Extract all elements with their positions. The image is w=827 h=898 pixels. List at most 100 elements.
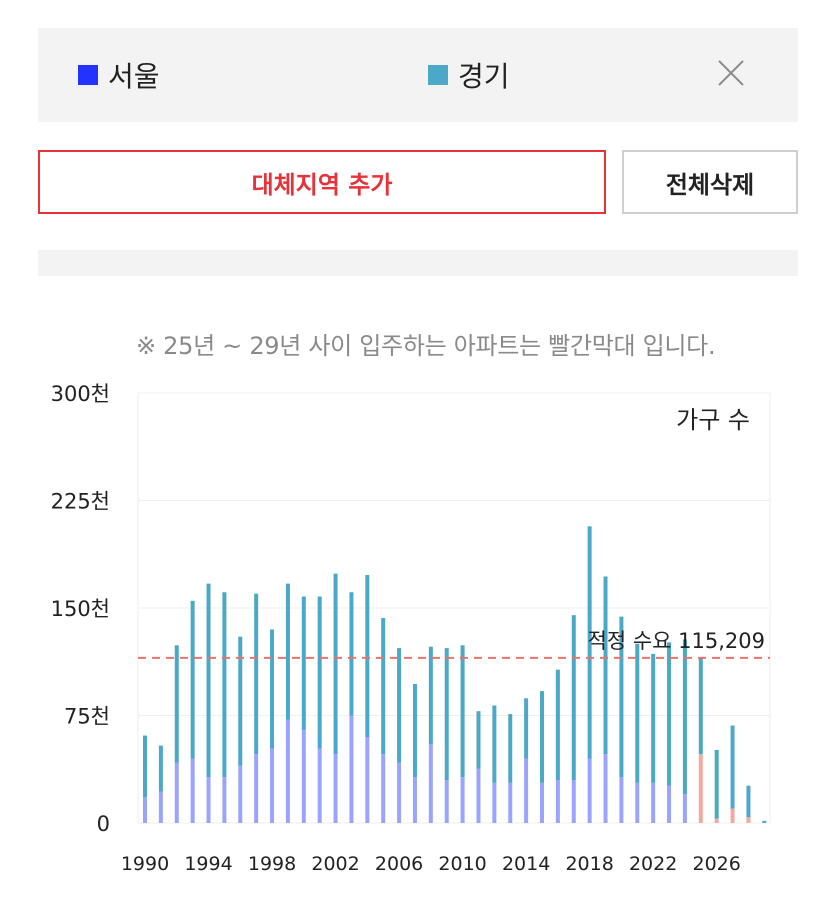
bar-gyeonggi <box>333 573 338 755</box>
bar-seoul <box>460 777 465 823</box>
bar-seoul <box>158 791 163 823</box>
bar-seoul <box>444 780 449 823</box>
bar-seoul <box>714 818 719 823</box>
bar-seoul <box>619 777 624 823</box>
bar-seoul <box>381 754 386 823</box>
x-tick-label: 2002 <box>311 853 359 875</box>
legend-swatch-seoul <box>78 65 98 85</box>
x-tick-label: 1998 <box>248 853 296 875</box>
bar-gyeonggi <box>571 615 576 780</box>
bar-seoul <box>206 777 211 823</box>
x-tick-label: 1994 <box>184 853 232 875</box>
bar-seoul <box>508 782 513 823</box>
bar-gyeonggi <box>524 698 529 759</box>
bar-seoul <box>254 754 259 823</box>
bar-seoul <box>174 762 179 823</box>
x-tick-label: 2006 <box>375 853 423 875</box>
x-tick-label: 2010 <box>438 853 486 875</box>
x-tick-label: 1990 <box>121 853 169 875</box>
y-tick-label: 0 <box>97 812 110 836</box>
bar-seoul <box>746 817 751 823</box>
add-alternative-region-button[interactable]: 대체지역 추가 <box>38 150 606 214</box>
bar-gyeonggi <box>412 683 417 778</box>
bar-seoul <box>365 737 370 823</box>
bar-seoul <box>397 762 402 823</box>
bar-gyeonggi <box>476 711 481 769</box>
bar-gyeonggi <box>667 642 672 786</box>
chart-annotation-title: 가구 수 <box>676 406 750 434</box>
bar-seoul <box>143 797 147 823</box>
legend-label-seoul: 서울 <box>108 60 160 93</box>
y-tick-label: 225천 <box>51 490 110 514</box>
bar-seoul <box>667 785 672 823</box>
bar-gyeonggi <box>682 639 687 795</box>
bar-gyeonggi <box>381 618 386 755</box>
bar-gyeonggi <box>349 592 354 716</box>
bar-seoul <box>317 748 322 823</box>
bar-seoul <box>285 719 290 823</box>
x-tick-label: 2018 <box>565 853 613 875</box>
y-tick-label: 150천 <box>51 597 110 621</box>
legend-bar: 서울 경기 <box>38 28 798 122</box>
reference-line-label: 적정 수요 115,209 <box>588 629 765 653</box>
bar-gyeonggi <box>254 593 259 755</box>
legend-item-gyeonggi[interactable]: 경기 <box>428 28 510 122</box>
bar-seoul <box>222 777 227 823</box>
bar-seoul <box>476 768 481 823</box>
bar-gyeonggi <box>174 645 179 763</box>
bar-seoul <box>730 808 735 823</box>
bar-gyeonggi <box>587 526 592 759</box>
bar-gyeonggi <box>238 636 243 766</box>
bar-seoul <box>540 782 544 823</box>
chart-note: ※ 25년 ~ 29년 사이 입주하는 아파트는 빨간막대 입니다. <box>136 332 716 360</box>
bar-seoul <box>270 748 275 823</box>
bar-gyeonggi <box>460 645 465 778</box>
bar-seoul <box>651 782 656 823</box>
bar-seoul <box>603 754 608 823</box>
bar-gyeonggi <box>285 583 290 720</box>
bar-seoul <box>349 715 354 823</box>
bar-seoul <box>587 758 592 823</box>
x-tick-label: 2022 <box>629 853 677 875</box>
bar-gyeonggi <box>492 705 497 783</box>
bar-seoul <box>635 782 640 823</box>
bar-gyeonggi <box>143 735 147 798</box>
divider-band <box>38 250 798 276</box>
bar-gyeonggi <box>651 653 656 783</box>
bar-seoul <box>428 744 433 823</box>
bar-gyeonggi <box>714 749 719 819</box>
bar-seoul <box>571 780 576 823</box>
bar-gyeonggi <box>555 669 560 780</box>
bar-gyeonggi <box>444 648 449 780</box>
bar-gyeonggi <box>158 745 163 792</box>
bar-seoul <box>555 780 560 823</box>
close-icon[interactable] <box>714 56 748 90</box>
y-tick-label: 300천 <box>51 382 110 406</box>
bar-seoul <box>301 729 306 823</box>
bar-gyeonggi <box>762 820 767 823</box>
bar-gyeonggi <box>317 596 322 749</box>
bar-gyeonggi <box>508 714 513 783</box>
bar-gyeonggi <box>746 785 751 818</box>
bar-gyeonggi <box>397 648 402 763</box>
bar-gyeonggi <box>222 592 227 778</box>
bar-seoul <box>412 777 417 823</box>
bar-gyeonggi <box>301 596 306 730</box>
bar-gyeonggi <box>428 646 433 745</box>
bar-gyeonggi <box>603 576 608 755</box>
x-tick-label: 2014 <box>502 853 550 875</box>
bar-gyeonggi <box>730 725 735 809</box>
bar-gyeonggi <box>635 643 640 783</box>
bar-gyeonggi <box>540 691 544 783</box>
bar-seoul <box>682 794 687 823</box>
bar-seoul <box>333 754 338 823</box>
legend-label-gyeonggi: 경기 <box>458 60 510 93</box>
legend-swatch-gyeonggi <box>428 65 448 85</box>
bar-gyeonggi <box>365 575 370 737</box>
bar-seoul <box>238 765 243 823</box>
legend-item-seoul[interactable]: 서울 <box>78 28 160 122</box>
delete-all-button[interactable]: 전체삭제 <box>622 150 798 214</box>
bar-seoul <box>492 782 497 823</box>
bar-gyeonggi <box>270 629 275 749</box>
